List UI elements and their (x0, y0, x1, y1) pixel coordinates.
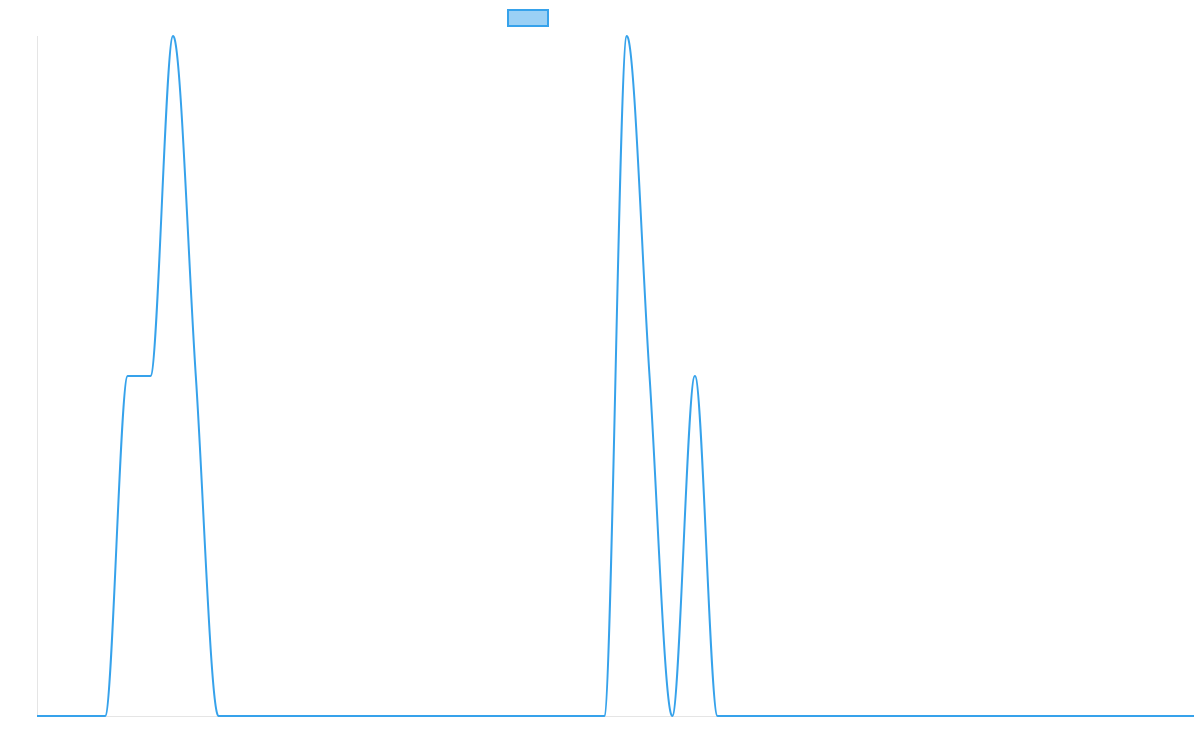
data-point[interactable] (600, 712, 608, 720)
data-point[interactable] (1190, 712, 1198, 720)
data-point[interactable] (714, 712, 722, 720)
data-point[interactable] (668, 712, 676, 720)
series-line (37, 35, 1194, 718)
data-point[interactable] (646, 372, 654, 380)
data-point[interactable] (33, 712, 41, 720)
data-point[interactable] (214, 712, 222, 720)
data-point[interactable] (146, 372, 154, 380)
data-point[interactable] (124, 372, 132, 380)
series-layer (33, 32, 1198, 720)
legend[interactable] (507, 9, 549, 27)
legend-swatch[interactable] (507, 9, 549, 27)
data-point[interactable] (192, 372, 200, 380)
data-point[interactable] (691, 372, 699, 380)
data-point[interactable] (623, 32, 631, 40)
data-point[interactable] (169, 32, 177, 40)
data-point[interactable] (736, 712, 744, 720)
data-point[interactable] (101, 712, 109, 720)
